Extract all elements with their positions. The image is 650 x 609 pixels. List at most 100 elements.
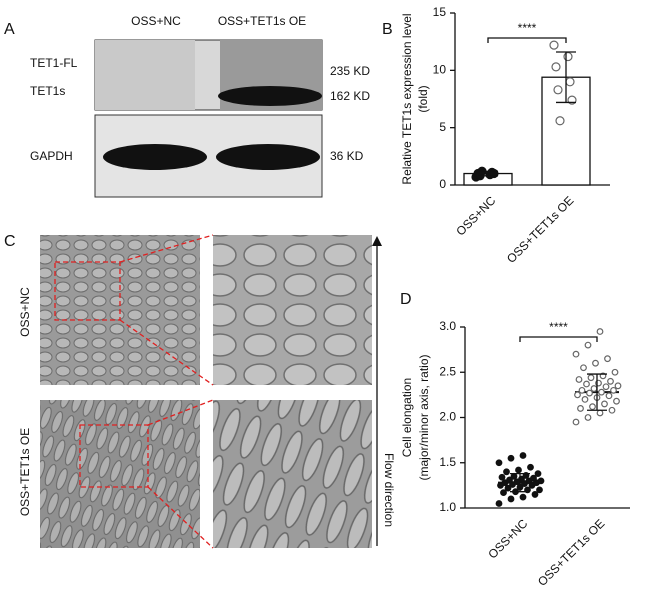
size-label: 235 KD bbox=[330, 64, 370, 78]
size-label: 36 KD bbox=[330, 149, 364, 163]
row-label: OSS+TET1s OE bbox=[18, 428, 32, 516]
y-tick-label: 1.0 bbox=[439, 500, 456, 514]
data-point bbox=[507, 495, 515, 503]
data-point bbox=[577, 405, 584, 412]
data-point bbox=[610, 386, 617, 394]
data-point bbox=[578, 386, 586, 394]
data-point bbox=[519, 452, 527, 459]
data-point bbox=[495, 459, 503, 467]
data-point bbox=[611, 368, 619, 376]
row-label: GAPDH bbox=[30, 149, 73, 163]
data-point bbox=[592, 359, 599, 367]
data-point bbox=[503, 468, 510, 476]
data-point bbox=[537, 477, 545, 485]
data-point bbox=[581, 396, 589, 403]
data-point bbox=[536, 486, 543, 494]
x-tick-label: OSS+NC bbox=[485, 516, 530, 561]
data-point bbox=[604, 355, 611, 363]
x-tick-label: OSS+TET1s OE bbox=[535, 516, 607, 588]
y-tick-label: 2.5 bbox=[439, 364, 456, 378]
significance-bracket bbox=[519, 336, 598, 342]
data-point bbox=[602, 383, 610, 391]
data-point bbox=[534, 470, 542, 478]
row-label: TET1s bbox=[30, 84, 65, 98]
data-point bbox=[590, 385, 598, 392]
micrograph bbox=[40, 400, 200, 548]
blot-lane bbox=[95, 40, 195, 110]
y-tick-label: 3.0 bbox=[439, 319, 456, 333]
panel-label: A bbox=[4, 21, 15, 38]
data-point bbox=[549, 40, 559, 50]
data-point bbox=[613, 397, 620, 405]
data-point bbox=[596, 409, 604, 417]
row-label: OSS+NC bbox=[18, 287, 32, 337]
column-label: OSS+NC bbox=[131, 14, 181, 28]
data-point bbox=[506, 476, 513, 484]
data-point bbox=[584, 341, 592, 349]
data-point bbox=[587, 374, 595, 382]
data-point bbox=[572, 418, 580, 426]
data-point bbox=[584, 414, 592, 421]
arrow-head bbox=[372, 236, 382, 246]
size-label: 162 KD bbox=[330, 89, 370, 103]
significance-label: **** bbox=[518, 21, 537, 35]
data-point bbox=[553, 85, 563, 95]
data-point bbox=[530, 474, 537, 482]
y-axis-label: Cell elongation bbox=[400, 378, 414, 457]
panel-label: D bbox=[400, 291, 412, 308]
data-point bbox=[563, 51, 573, 62]
panel-label: C bbox=[4, 233, 16, 250]
data-point bbox=[589, 403, 596, 411]
data-point bbox=[574, 391, 581, 399]
data-point bbox=[601, 400, 608, 408]
y-tick-label: 1.5 bbox=[439, 455, 456, 469]
column-label: OSS+TET1s OE bbox=[218, 14, 306, 28]
y-tick-label: 10 bbox=[433, 63, 447, 77]
data-point bbox=[507, 454, 515, 462]
y-tick-label: 15 bbox=[433, 5, 447, 19]
row-label: TET1-FL bbox=[30, 56, 78, 70]
y-tick-label: 5 bbox=[439, 120, 446, 134]
data-point bbox=[614, 382, 622, 390]
x-tick-label: OSS+NC bbox=[453, 193, 498, 238]
y-tick-label: 2.0 bbox=[439, 410, 456, 424]
data-point bbox=[586, 389, 593, 397]
x-tick-label: OSS+TET1s OE bbox=[504, 193, 576, 265]
data-point bbox=[498, 473, 506, 481]
zoom-box bbox=[54, 234, 214, 549]
data-point bbox=[500, 489, 507, 497]
y-tick-label: 0 bbox=[439, 177, 446, 191]
data-point bbox=[605, 392, 613, 400]
band bbox=[216, 144, 320, 170]
arrow-label: Flow direction bbox=[382, 453, 396, 527]
data-point bbox=[565, 77, 575, 87]
micrograph bbox=[213, 400, 372, 548]
data-point bbox=[608, 406, 616, 414]
data-point bbox=[504, 484, 512, 492]
band bbox=[218, 86, 322, 106]
significance-bracket bbox=[487, 37, 567, 43]
data-point bbox=[598, 388, 605, 396]
band bbox=[103, 144, 207, 170]
data-point bbox=[583, 380, 590, 388]
data-point bbox=[596, 328, 604, 335]
data-point bbox=[495, 500, 503, 507]
panel-label: B bbox=[382, 21, 393, 38]
data-point bbox=[607, 377, 614, 385]
y-axis-label: Relative TET1s expression level bbox=[400, 13, 414, 184]
data-point bbox=[510, 472, 518, 480]
data-point bbox=[531, 491, 539, 498]
micrograph bbox=[213, 235, 372, 385]
data-point bbox=[515, 466, 522, 474]
data-point bbox=[519, 493, 527, 501]
data-point bbox=[555, 116, 565, 126]
significance-label: **** bbox=[549, 320, 568, 334]
data-point bbox=[580, 364, 587, 372]
data-point bbox=[527, 463, 534, 471]
y-axis-label: (major/minor axis, ratio) bbox=[417, 354, 431, 480]
y-axis-label: (fold) bbox=[416, 85, 430, 112]
data-point bbox=[575, 376, 583, 383]
data-point bbox=[572, 350, 580, 358]
data-point bbox=[551, 62, 561, 72]
